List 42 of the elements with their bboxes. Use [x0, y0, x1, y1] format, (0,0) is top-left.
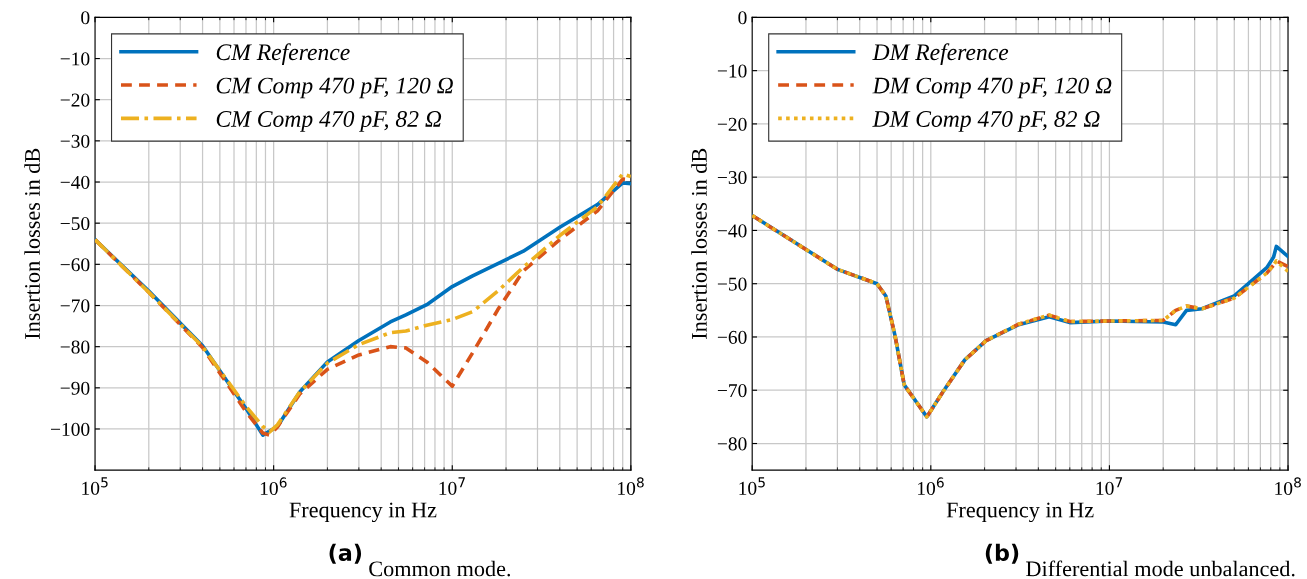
x-tick-label: 10$^{6}$ — [260, 477, 287, 496]
text: (a) — [329, 543, 362, 564]
y-axis-title: Insertion losses in dB — [691, 148, 707, 339]
y-tick-label: −80 — [60, 340, 90, 354]
text: Common mode. — [369, 560, 511, 577]
y-tick-label: −30 — [717, 170, 747, 185]
x-tick-label: 10$^{5}$ — [82, 477, 108, 495]
x-tick-label: 10$^{7}$ — [439, 477, 465, 495]
y-tick-label: −50 — [717, 277, 747, 291]
x-axis-title: Frequency in Hz — [946, 502, 1094, 523]
y-tick-label: −70 — [60, 299, 90, 313]
x-axis-title: Frequency in Hz — [289, 502, 437, 523]
y-tick-label: 0 — [738, 11, 747, 25]
y-axis-title: Insertion losses in dB — [24, 148, 40, 339]
y-tick-label: −60 — [717, 330, 747, 344]
y-tick-label: −80 — [717, 437, 747, 451]
text: Differential mode unbalanced. — [1026, 560, 1295, 577]
x-tick-label: 10$^{7}$ — [1096, 477, 1123, 495]
y-tick-label: −10 — [717, 64, 747, 78]
y-tick-label: −70 — [717, 384, 747, 398]
text: (b) — [985, 543, 1019, 564]
legend-label: CM Reference — [216, 43, 350, 65]
y-tick-label: −20 — [717, 117, 747, 131]
y-tick-label: −90 — [60, 381, 90, 395]
legend-label: DM Comp 470 pF, 82 Ω — [872, 110, 1100, 132]
x-tick-label: 10$^{8}$ — [618, 477, 644, 496]
x-tick-label: 10$^{6}$ — [918, 477, 944, 496]
legend-label: CM Comp 470 pF, 120 Ω — [216, 77, 453, 99]
y-tick-label: −40 — [60, 175, 90, 189]
x-tick-label: 10$^{8}$ — [1275, 477, 1301, 496]
legend-label: DM Reference — [872, 43, 1009, 65]
y-tick-label: −10 — [60, 52, 90, 66]
legend-label: DM Comp 470 pF, 120 Ω — [872, 77, 1112, 99]
legend-label: CM Comp 470 pF, 82 Ω — [216, 110, 442, 132]
y-tick-label: −60 — [60, 258, 90, 272]
y-tick-label: 0 — [81, 11, 90, 25]
y-tick-label: −50 — [60, 216, 90, 231]
y-tick-label: −20 — [60, 93, 90, 107]
x-tick-label: 10$^{5}$ — [739, 477, 765, 495]
y-tick-label: −40 — [717, 224, 747, 238]
y-tick-label: −30 — [60, 134, 90, 148]
y-tick-label: −100 — [51, 422, 90, 436]
